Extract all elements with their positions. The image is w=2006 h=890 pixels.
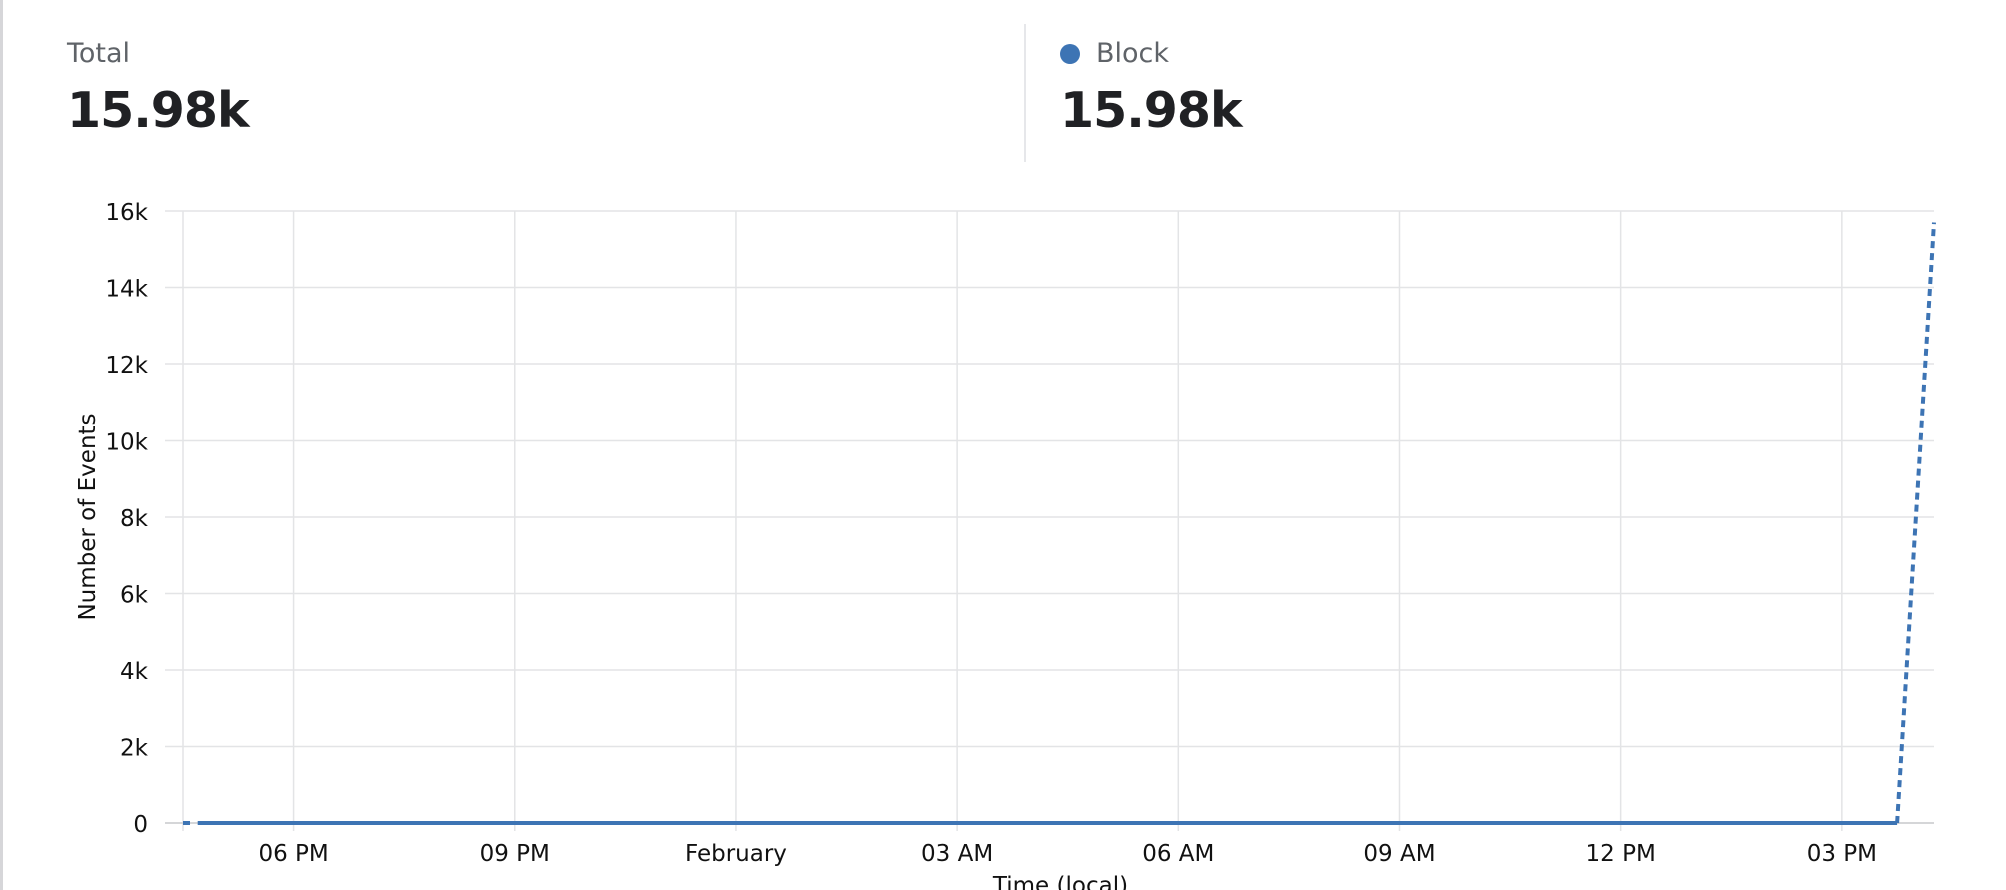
x-tick-label: 03 PM	[1807, 841, 1877, 867]
total-value: 15.98k	[67, 82, 250, 139]
frame-edge	[0, 0, 3, 890]
block-label: Block	[1096, 38, 1170, 69]
x-axis-title: Time (local)	[992, 873, 1128, 890]
y-tick-label: 0	[133, 812, 148, 838]
y-tick-label: 6k	[120, 583, 149, 609]
stat-divider	[1024, 24, 1026, 162]
x-tick-label: February	[685, 841, 787, 867]
total-stat: Total 15.98k	[67, 34, 250, 140]
y-tick-label: 12k	[105, 353, 148, 379]
y-tick-label: 2k	[120, 736, 149, 762]
y-tick-label: 16k	[105, 200, 148, 226]
block-value: 15.98k	[1060, 82, 1243, 139]
x-tick-label: 09 AM	[1363, 841, 1435, 867]
total-label: Total	[67, 38, 131, 69]
y-tick-label: 4k	[120, 659, 149, 685]
x-tick-label: 09 PM	[480, 841, 550, 867]
y-tick-label: 8k	[120, 506, 149, 532]
y-axis-title: Number of Events	[75, 413, 101, 620]
x-tick-label: 12 PM	[1586, 841, 1656, 867]
x-tick-label: 06 PM	[258, 841, 328, 867]
block-label-row: Block	[1060, 34, 1242, 74]
x-tick-label: 03 AM	[921, 841, 993, 867]
series-line-dashed	[1895, 222, 1936, 824]
x-tick-label: 06 AM	[1142, 841, 1214, 867]
legend-dot-icon	[1060, 44, 1080, 64]
y-tick-label: 14k	[105, 277, 148, 303]
block-stat[interactable]: Block 15.98k	[1060, 34, 1243, 140]
y-tick-label: 10k	[105, 430, 148, 456]
